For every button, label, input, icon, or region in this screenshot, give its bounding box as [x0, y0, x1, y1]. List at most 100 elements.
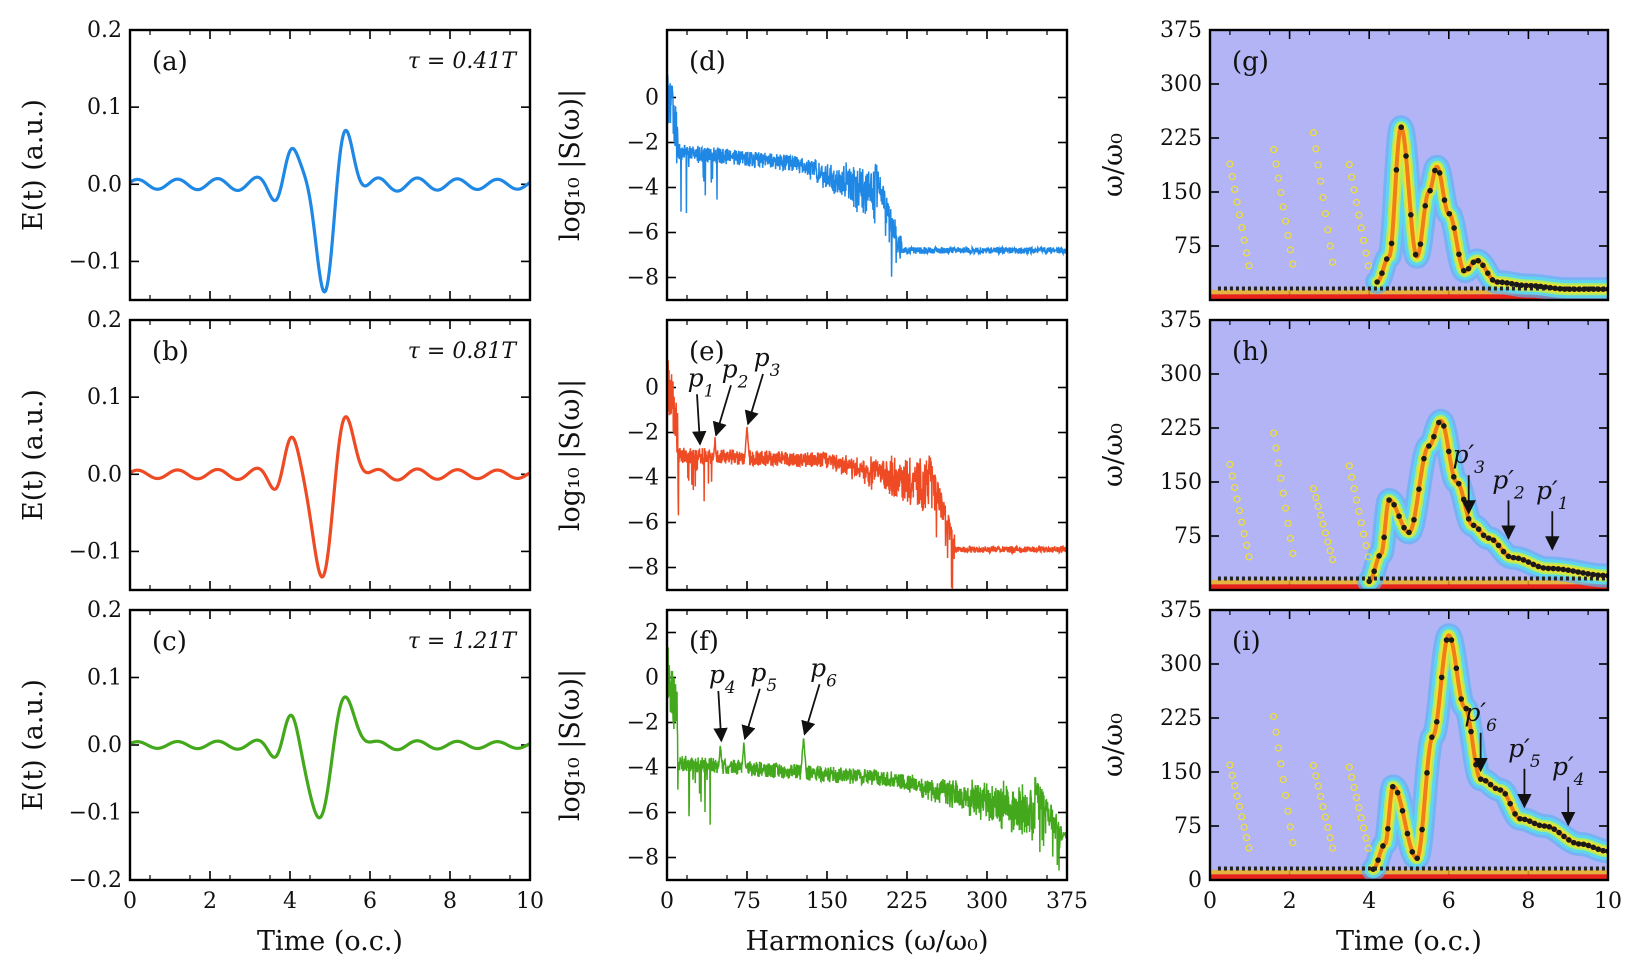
peak-arrow: [741, 688, 761, 741]
y-tick-label: 225: [1160, 416, 1202, 441]
y-axis-title: log₁₀ |S(ω)|: [555, 89, 586, 241]
trajectory-dot: [1517, 815, 1523, 822]
y-tick-label: 0.2: [87, 18, 122, 43]
ionization-ring: [1243, 249, 1251, 257]
trajectory-dot: [1433, 719, 1440, 725]
y-tick-label: −0.1: [69, 249, 122, 274]
trajectory-dot: [1458, 696, 1465, 702]
y-tick-label: 0.0: [87, 733, 122, 758]
trajectory-dot: [1422, 203, 1429, 209]
ionization-ring: [1314, 502, 1322, 510]
trajectory-dot: [1595, 286, 1602, 293]
trajectory-dot: [1482, 778, 1489, 784]
peak-subscript: 5: [1530, 752, 1541, 772]
trajectory-dot: [1417, 241, 1424, 247]
peak-subscript: 6: [1486, 716, 1497, 736]
ionization-ring: [1326, 834, 1334, 842]
y-tick-label: −4: [627, 466, 659, 491]
ionization-ring: [1364, 844, 1373, 852]
trajectory-dot: [1456, 251, 1462, 258]
trajectory-dot: [1383, 256, 1390, 262]
ionization-ring: [1272, 444, 1280, 452]
tau-annotation: τ = 0.41T: [408, 49, 519, 74]
ionization-ring: [1277, 760, 1285, 768]
trajectory-dot: [1398, 124, 1405, 131]
trajectory-dot: [1396, 513, 1402, 519]
ionization-ring: [1284, 519, 1292, 527]
y-tick-label: 375: [1160, 308, 1202, 333]
trajectory-dot: [1485, 535, 1492, 541]
ionization-ring: [1321, 813, 1330, 821]
ionization-ring: [1282, 504, 1290, 512]
plot-area: [130, 415, 530, 579]
axes-frame: [665, 318, 1069, 592]
trajectory-dot: [1570, 568, 1576, 574]
y-tick-label: 0.1: [87, 95, 122, 120]
trajectory-dot: [1600, 286, 1606, 293]
ground-band-glow: [1210, 579, 1608, 585]
y-tick-label: 0.0: [87, 462, 122, 487]
ionization-ring: [1357, 519, 1365, 527]
trajectory-dot: [1366, 578, 1372, 585]
trajectory-dot: [1424, 770, 1430, 776]
spectrum-line: [667, 360, 1067, 589]
trajectory-dot: [1443, 637, 1450, 643]
ionization-ring: [1309, 485, 1318, 493]
trajectory-dot: [1403, 153, 1409, 159]
ionization-ring: [1279, 775, 1287, 784]
y-tick-label: 0.2: [87, 598, 122, 623]
y-tick-label: −2: [627, 421, 659, 446]
ionization-ring: [1272, 728, 1280, 736]
trajectory-dot: [1526, 818, 1533, 824]
trajectory-dot: [1480, 532, 1487, 539]
trajectory-dot: [1504, 280, 1510, 286]
trajectory-dot: [1561, 286, 1568, 292]
trajectory-dot: [1412, 251, 1419, 258]
trajectory-dot: [1575, 841, 1582, 847]
ionization-ring: [1326, 547, 1334, 555]
y-tick-label: 0: [645, 666, 659, 691]
ground-band-glow: [1210, 289, 1608, 295]
trajectory-dot: [1520, 557, 1527, 563]
heatmap-background: [1210, 320, 1608, 590]
trajectory-dot: [1556, 829, 1562, 836]
y-tick-label: −2: [627, 711, 659, 736]
y-tick-label: 0: [1188, 868, 1202, 893]
y-tick-label: 0.1: [87, 666, 122, 691]
peak-subscript: 3: [1474, 458, 1485, 478]
field-line: [130, 128, 530, 294]
trajectory-dot: [1595, 846, 1602, 853]
panel-label: (a): [152, 47, 188, 77]
peak-subscript: 6: [826, 671, 837, 691]
trajectory-dot: [1535, 563, 1542, 570]
ionization-ring: [1289, 260, 1297, 268]
ionization-ring: [1226, 460, 1234, 469]
ionization-ring: [1279, 203, 1287, 211]
peak-label-p3: p3: [754, 343, 781, 381]
ionization-ring: [1233, 495, 1241, 503]
y-axis-title: log₁₀ |S(ω)|: [555, 669, 586, 821]
axes-frame: [1208, 318, 1610, 592]
trajectory-dot: [1585, 286, 1592, 293]
y-tick-label: 375: [1160, 598, 1202, 623]
plot-area: [1210, 623, 1608, 880]
ionization-ring: [1284, 231, 1292, 240]
panel-label: (g): [1232, 47, 1269, 77]
ionization-ring: [1245, 262, 1253, 270]
y-tick-label: 0: [645, 86, 659, 111]
trajectory-dot: [1429, 734, 1435, 740]
ground-band: [1210, 584, 1608, 590]
ionization-ring: [1274, 174, 1283, 182]
trajectory-dot: [1487, 781, 1494, 788]
ionization-ring: [1355, 507, 1363, 516]
panel-label: (c): [152, 627, 187, 657]
y-tick-label: −4: [627, 176, 659, 201]
trajectory-dot: [1575, 569, 1581, 575]
trajectory-dot: [1542, 284, 1549, 290]
x-tick-label: 4: [1362, 889, 1376, 914]
ionization-ring: [1238, 518, 1246, 526]
panel-label: (e): [689, 337, 725, 367]
ground-band-glow: [1210, 869, 1608, 875]
panel-b: 0.2 0.1 0.0 −0.1 E(t) (a.u.) τ = 0.81T (b): [18, 308, 532, 592]
